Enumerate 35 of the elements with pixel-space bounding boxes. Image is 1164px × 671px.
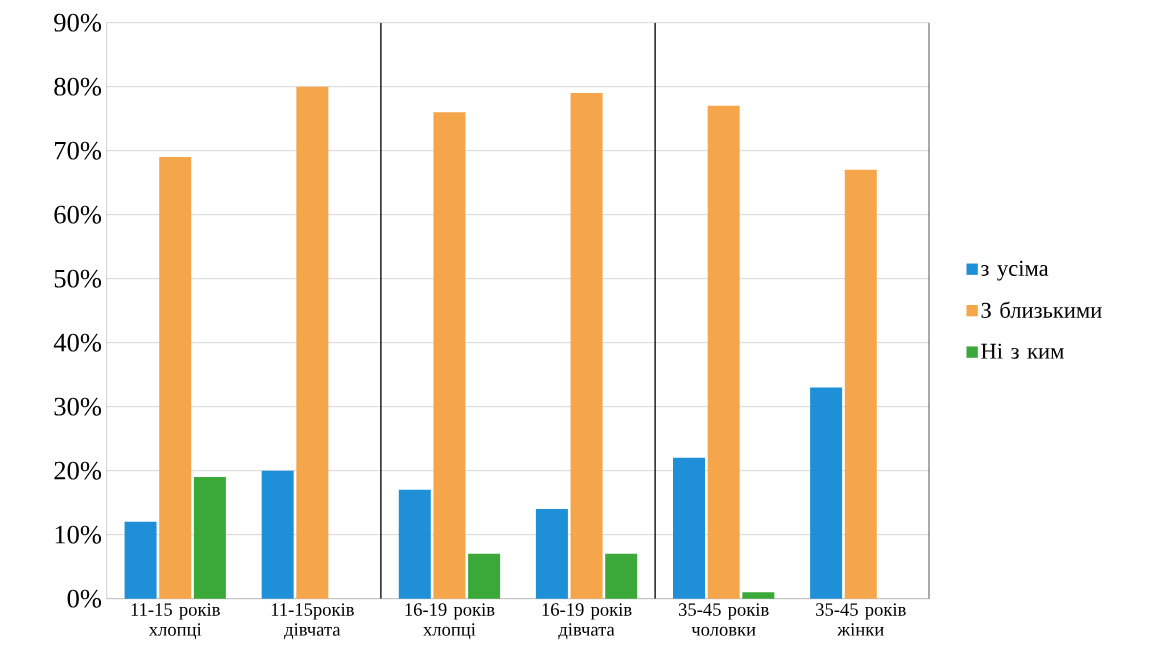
bar	[844, 170, 877, 599]
legend-label: з усіма	[981, 260, 1049, 281]
bar	[810, 387, 843, 599]
x-tick-label: 16-19 років дівчата	[542, 603, 632, 640]
bar	[261, 470, 294, 599]
y-tick-label: 70%	[55, 141, 102, 160]
x-tick-label: 16-19 років хлопці	[405, 603, 495, 640]
bar	[468, 554, 501, 599]
y-tick-label: 10%	[55, 525, 102, 544]
y-tick-label: 60%	[54, 205, 102, 224]
x-tick-label: 35-45 років чоловки	[678, 603, 769, 636]
x-tick-label: 11-15років дівчата	[271, 603, 354, 640]
x-tick-label: 11-15 років хлопці	[131, 603, 220, 640]
legend-label: Ні з ким	[981, 343, 1064, 359]
y-tick-label: 80%	[54, 77, 102, 96]
y-tick-label: 90%	[54, 13, 102, 32]
legend-label: З близькими	[981, 301, 1102, 319]
bar	[124, 522, 157, 599]
bar	[159, 157, 192, 599]
bar	[398, 490, 431, 599]
bar	[605, 554, 638, 599]
y-tick-label: 20%	[54, 461, 102, 480]
bar	[707, 106, 740, 599]
bar	[296, 86, 329, 599]
y-tick-label: 40%	[53, 333, 102, 352]
bar	[570, 93, 603, 599]
bar	[535, 509, 568, 599]
x-tick-label: 35-45 років жінки	[816, 603, 906, 636]
bar	[742, 592, 775, 599]
bar	[193, 477, 226, 599]
y-tick-label: 50%	[54, 269, 102, 288]
bar	[433, 112, 466, 599]
bar	[673, 458, 706, 599]
y-tick-label: 0%	[67, 589, 102, 608]
y-tick-label: 30%	[54, 397, 102, 416]
